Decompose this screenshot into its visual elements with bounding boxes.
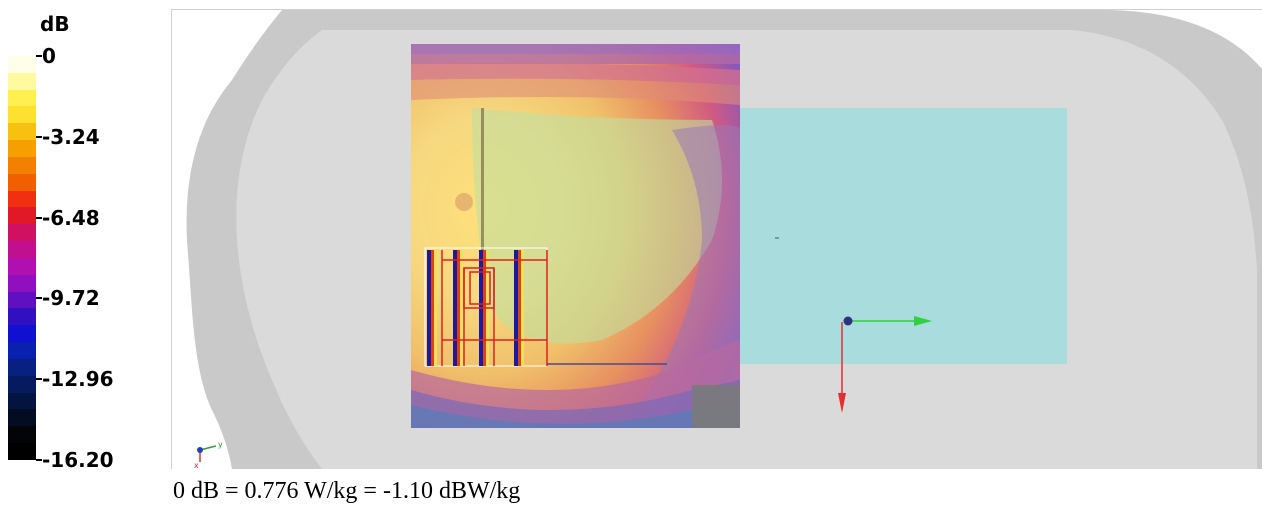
sar-field	[411, 44, 740, 428]
legend-swatch	[8, 106, 36, 124]
legend-swatch	[8, 342, 36, 359]
sar-scene: y x	[186, 10, 1262, 469]
axis-icon-y-label: y	[218, 440, 223, 449]
legend-tick	[36, 135, 42, 138]
legend-swatch	[8, 140, 36, 157]
legend-tick	[36, 297, 42, 300]
sar-3d-view[interactable]: y x	[171, 9, 1262, 469]
legend-swatch	[8, 190, 36, 208]
legend-swatch	[8, 123, 36, 141]
legend-swatch	[8, 308, 36, 326]
legend-tick	[36, 55, 42, 57]
legend-swatch	[8, 207, 36, 225]
legend-swatch	[8, 426, 36, 444]
axis-orientation-icon: y x	[194, 440, 223, 469]
legend-swatch	[8, 392, 36, 410]
probe-axes	[838, 316, 932, 413]
legend-swatch	[8, 274, 36, 292]
legend-tick-label: -3.24	[42, 124, 100, 149]
legend-swatch	[8, 72, 36, 90]
legend-swatch	[8, 325, 36, 343]
legend-swatch	[8, 291, 36, 309]
legend-swatch	[8, 224, 36, 242]
legend-swatch	[8, 358, 36, 376]
legend-swatch	[8, 173, 36, 191]
legend-swatch	[8, 89, 36, 107]
legend-tick-label: -9.72	[42, 286, 100, 311]
legend-swatch	[8, 443, 36, 460]
svg-text:x: x	[194, 461, 199, 469]
legend-unit: dB	[40, 12, 70, 36]
legend-tick	[36, 459, 42, 461]
legend-tick	[36, 378, 42, 381]
legend-color-bar	[8, 56, 36, 460]
legend-tick-label: -16.20	[42, 448, 114, 472]
legend-tick-label: 0	[42, 44, 56, 68]
legend-swatch	[8, 56, 36, 73]
antenna-structure	[424, 247, 667, 367]
legend-swatch	[8, 241, 36, 258]
legend-swatch	[8, 409, 36, 427]
legend-swatch	[8, 156, 36, 174]
legend-tick-label: -12.96	[42, 367, 114, 392]
legend-tick	[36, 216, 42, 219]
legend-tick-label: -6.48	[42, 205, 100, 230]
legend-swatch	[8, 257, 36, 275]
sar-reference-caption: 0 dB = 0.776 W/kg = -1.10 dBW/kg	[173, 478, 521, 504]
legend-swatch	[8, 375, 36, 393]
